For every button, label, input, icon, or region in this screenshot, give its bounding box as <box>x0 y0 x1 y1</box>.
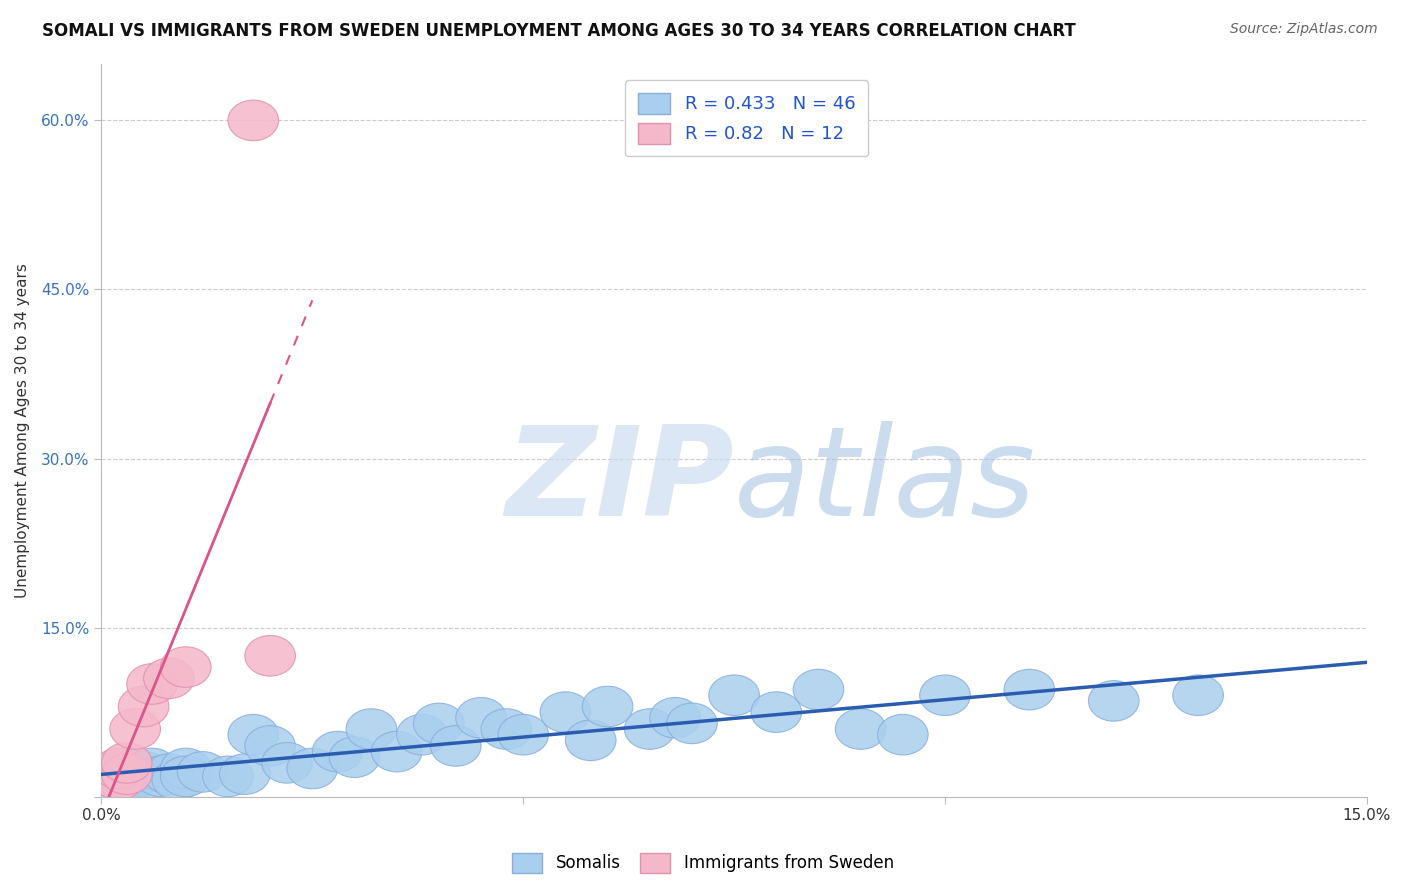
Ellipse shape <box>93 748 143 789</box>
Ellipse shape <box>312 731 363 772</box>
Ellipse shape <box>160 748 211 789</box>
Ellipse shape <box>84 765 135 805</box>
Ellipse shape <box>1088 681 1139 721</box>
Ellipse shape <box>582 686 633 727</box>
Ellipse shape <box>177 752 228 792</box>
Text: Source: ZipAtlas.com: Source: ZipAtlas.com <box>1230 22 1378 37</box>
Ellipse shape <box>1173 675 1223 715</box>
Text: ZIP: ZIP <box>505 421 734 542</box>
Ellipse shape <box>481 709 531 749</box>
Ellipse shape <box>565 720 616 761</box>
Ellipse shape <box>920 675 970 715</box>
Ellipse shape <box>202 756 253 797</box>
Ellipse shape <box>143 754 194 795</box>
Ellipse shape <box>127 664 177 705</box>
Ellipse shape <box>118 686 169 727</box>
Ellipse shape <box>287 748 337 789</box>
Ellipse shape <box>371 731 422 772</box>
Ellipse shape <box>160 756 211 797</box>
Text: atlas: atlas <box>734 421 1036 542</box>
Ellipse shape <box>650 698 700 738</box>
Ellipse shape <box>245 726 295 766</box>
Ellipse shape <box>101 748 152 789</box>
Ellipse shape <box>93 759 143 800</box>
Legend: R = 0.433   N = 46, R = 0.82   N = 12: R = 0.433 N = 46, R = 0.82 N = 12 <box>626 80 868 156</box>
Ellipse shape <box>751 692 801 732</box>
Ellipse shape <box>93 759 143 800</box>
Ellipse shape <box>793 669 844 710</box>
Ellipse shape <box>118 763 169 804</box>
Ellipse shape <box>219 754 270 795</box>
Text: SOMALI VS IMMIGRANTS FROM SWEDEN UNEMPLOYMENT AMONG AGES 30 TO 34 YEARS CORRELAT: SOMALI VS IMMIGRANTS FROM SWEDEN UNEMPLO… <box>42 22 1076 40</box>
Ellipse shape <box>413 703 464 744</box>
Ellipse shape <box>118 752 169 792</box>
Ellipse shape <box>709 675 759 715</box>
Ellipse shape <box>135 756 186 797</box>
Ellipse shape <box>84 754 135 795</box>
Ellipse shape <box>228 714 278 755</box>
Ellipse shape <box>877 714 928 755</box>
Legend: Somalis, Immigrants from Sweden: Somalis, Immigrants from Sweden <box>505 847 901 880</box>
Ellipse shape <box>835 709 886 749</box>
Ellipse shape <box>110 756 160 797</box>
Ellipse shape <box>143 658 194 698</box>
Ellipse shape <box>127 748 177 789</box>
Ellipse shape <box>396 714 447 755</box>
Ellipse shape <box>262 742 312 783</box>
Y-axis label: Unemployment Among Ages 30 to 34 years: Unemployment Among Ages 30 to 34 years <box>15 263 30 598</box>
Ellipse shape <box>110 709 160 749</box>
Ellipse shape <box>456 698 506 738</box>
Ellipse shape <box>101 765 152 805</box>
Ellipse shape <box>346 709 396 749</box>
Ellipse shape <box>110 754 160 795</box>
Ellipse shape <box>540 692 591 732</box>
Ellipse shape <box>624 709 675 749</box>
Ellipse shape <box>1004 669 1054 710</box>
Ellipse shape <box>101 754 152 795</box>
Ellipse shape <box>101 742 152 783</box>
Ellipse shape <box>666 703 717 744</box>
Ellipse shape <box>245 635 295 676</box>
Ellipse shape <box>152 759 202 800</box>
Ellipse shape <box>329 737 380 778</box>
Ellipse shape <box>228 100 278 141</box>
Ellipse shape <box>160 647 211 688</box>
Ellipse shape <box>430 726 481 766</box>
Ellipse shape <box>84 754 135 795</box>
Ellipse shape <box>498 714 548 755</box>
